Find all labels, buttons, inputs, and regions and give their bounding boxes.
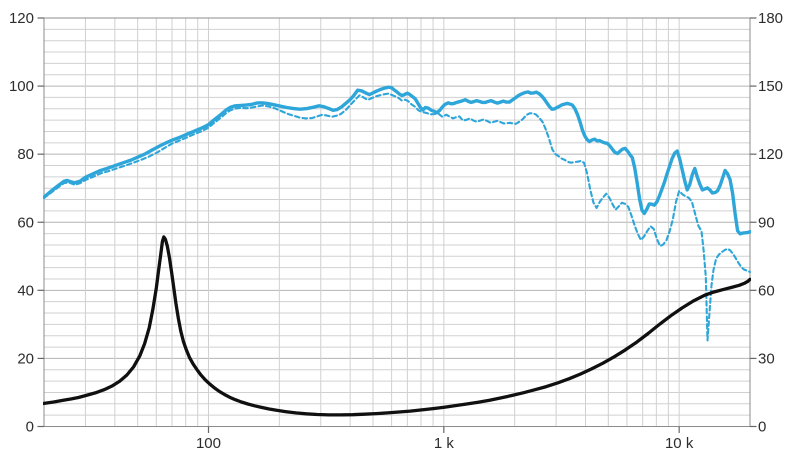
y-axis-right-label: 60 — [758, 282, 775, 299]
y-axis-right-label: 0 — [758, 419, 766, 436]
horizontal-gridlines — [44, 28, 750, 416]
series-response-off-axis — [43, 92, 751, 342]
series-response-on-axis — [43, 85, 751, 236]
y-axis-right-label: 180 — [758, 10, 783, 27]
y-axis-left-label: 80 — [17, 146, 34, 163]
x-axis-label: 10 k — [665, 435, 694, 452]
y-axis-left-label: 60 — [17, 214, 34, 231]
x-axis-label: 1 k — [434, 435, 455, 452]
y-axis-left-label: 100 — [9, 78, 34, 95]
y-axis-left-label: 120 — [9, 10, 34, 27]
y-axis-right-label: 150 — [758, 78, 783, 95]
y-axis-right-label: 90 — [758, 214, 775, 231]
y-axis-right: 0 30 60 90 120 150 180 — [750, 10, 783, 436]
y-axis-left-label: 40 — [17, 282, 34, 299]
y-axis-left: 0 20 40 60 80 100 120 — [9, 10, 44, 436]
series-impedance — [43, 235, 751, 417]
y-axis-right-label: 30 — [758, 350, 775, 367]
series-group — [43, 85, 751, 417]
x-axis: 100 1 k 10 k — [196, 426, 694, 452]
y-axis-left-label: 20 — [17, 350, 34, 367]
y-axis-right-label: 120 — [758, 146, 783, 163]
x-axis-label: 100 — [196, 435, 221, 452]
y-axis-left-label: 0 — [26, 419, 34, 436]
